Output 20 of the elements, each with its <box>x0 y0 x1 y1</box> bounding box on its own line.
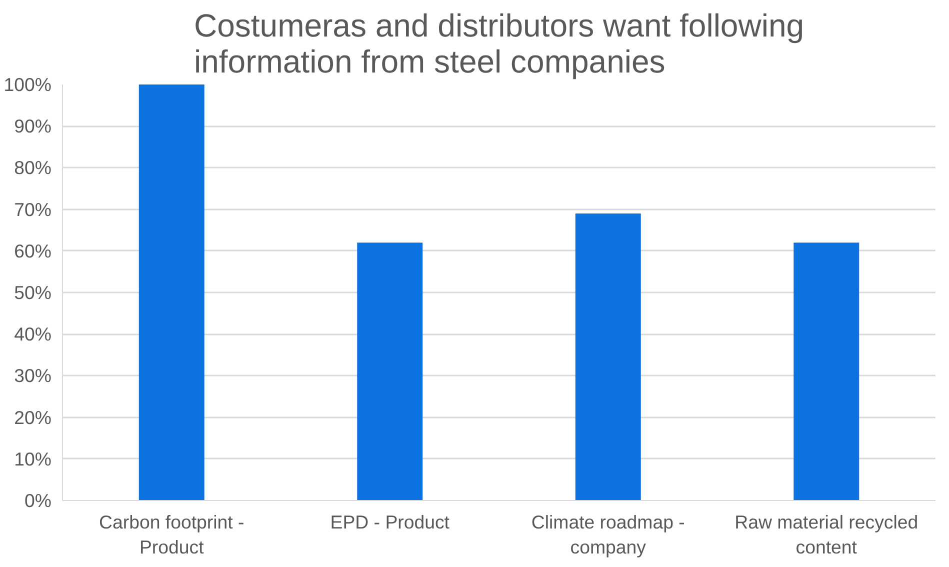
bar <box>575 213 641 500</box>
x-tick-label: EPD - Product <box>330 512 450 532</box>
y-tick-label: 60% <box>14 240 52 262</box>
y-tick-label: 50% <box>14 282 52 303</box>
y-tick-label: 10% <box>14 448 52 470</box>
bar <box>794 242 860 500</box>
y-tick-label: 90% <box>14 116 52 137</box>
y-tick-label: 80% <box>14 157 52 178</box>
y-tick-label: 0% <box>24 490 52 511</box>
y-tick-label: 40% <box>14 324 52 345</box>
bar <box>357 242 423 500</box>
x-tick-label: Raw material recycled content <box>734 512 918 558</box>
x-tick-label: Climate roadmap - company <box>531 512 685 558</box>
chart-title: Costumeras and distributors want following information from steel companies <box>194 8 804 80</box>
y-tick-label: 100% <box>4 74 52 95</box>
bar <box>138 84 204 500</box>
y-tick-label: 30% <box>14 365 52 386</box>
y-tick-label: 70% <box>14 198 52 220</box>
x-tick-label: Carbon footprint - Product <box>99 512 244 558</box>
y-tick-label: 20% <box>14 406 52 428</box>
